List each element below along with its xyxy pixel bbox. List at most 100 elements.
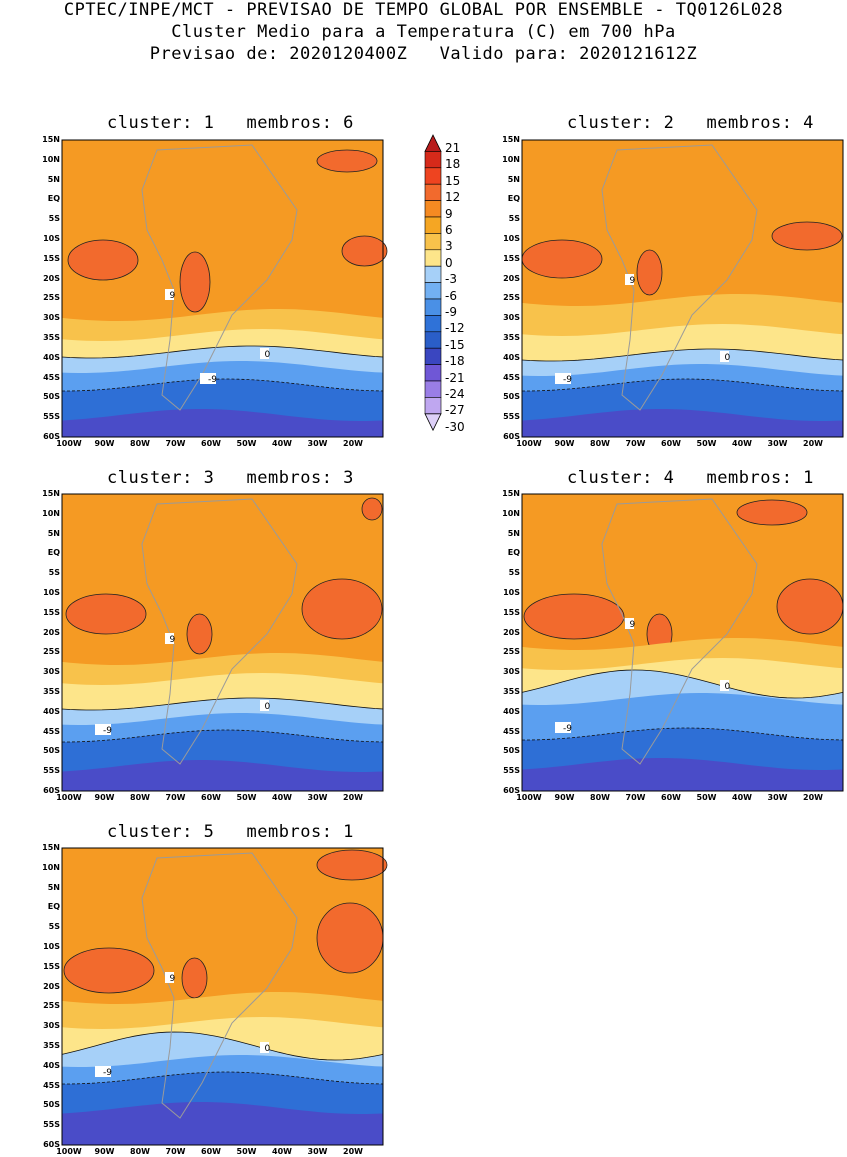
lon-label: 60W: [201, 1147, 221, 1156]
lat-label: 10S: [503, 234, 520, 243]
lon-label: 90W: [554, 793, 575, 802]
colorbar-label: -9: [445, 305, 457, 319]
map-panel-5: 9 0 -9: [61, 847, 388, 1146]
colorbar-label: -24: [445, 387, 465, 401]
lon-label: 100W: [56, 793, 82, 802]
lat-label: 30S: [43, 1021, 60, 1031]
lon-label: 50W: [696, 439, 717, 448]
lat-label: 45S: [503, 372, 520, 382]
colorbar-label: -15: [445, 337, 465, 352]
hot-region: [636, 249, 663, 296]
colorbar-bottom-arrow: [424, 413, 442, 432]
lat-label: 30S: [503, 667, 520, 677]
contour-label: -9: [95, 724, 112, 736]
contour-label: 9: [625, 274, 636, 286]
lat-label: 35S: [43, 687, 60, 696]
colorbar-label: 0: [445, 255, 453, 270]
colorbar-swatch: [424, 249, 442, 267]
panel-title-2: cluster: 2 membros: 4: [567, 113, 814, 133]
cold-band-4: [522, 409, 843, 437]
continent-outline: [601, 144, 758, 411]
colorbar-top-arrow: [424, 134, 442, 152]
colorbar-swatch: [424, 364, 442, 382]
svg-text:-9: -9: [208, 375, 217, 385]
svg-text:0: 0: [725, 353, 731, 363]
lat-label: 15N: [42, 489, 60, 498]
lat-label: 40S: [43, 1060, 60, 1070]
hot-region: [67, 239, 139, 281]
contour-label: 9: [165, 633, 176, 645]
colorbar-label: 18: [445, 157, 461, 172]
lat-label: 20S: [43, 981, 60, 991]
lat-label: 45S: [43, 726, 60, 736]
hot-region: [523, 593, 625, 640]
contour-label: -9: [555, 722, 572, 734]
contour-label: 0: [260, 348, 271, 360]
hot-region: [776, 578, 844, 635]
cold-band-4: [62, 1102, 383, 1145]
colorbar-label: 21: [445, 141, 461, 155]
lon-label: 80W: [590, 439, 610, 448]
lat-label: 5S: [48, 214, 60, 224]
continent-outline: [141, 852, 298, 1119]
contour-minus-nine: [62, 378, 384, 392]
hot-region: [316, 149, 378, 173]
hot-region: [301, 578, 383, 640]
contour-zero: [521, 669, 844, 699]
lat-label: 20S: [503, 273, 520, 283]
lon-label: 60W: [201, 793, 221, 802]
map-panel-2: 9 0 -9: [521, 139, 844, 438]
lat-label: 10N: [42, 862, 60, 872]
lat-label: 10S: [43, 588, 60, 597]
colorbar-label: 3: [445, 239, 453, 254]
contour-zero: [521, 348, 844, 362]
colorbar-label: 6: [445, 223, 453, 237]
lat-label: 60S: [43, 432, 60, 441]
lon-label: 50W: [236, 439, 257, 448]
svg-text:-9: -9: [103, 726, 112, 736]
svg-text:-9: -9: [563, 724, 572, 734]
contour-label: 0: [260, 700, 271, 712]
lat-label: 60S: [43, 786, 60, 795]
lon-label: 50W: [696, 793, 717, 802]
lon-label: 60W: [661, 439, 681, 448]
lat-label: 5S: [48, 922, 60, 932]
hot-region: [736, 499, 808, 526]
colorbar-swatch: [424, 315, 442, 333]
lon-label: 70W: [165, 439, 186, 448]
lat-label: 60S: [43, 1140, 60, 1149]
lon-label: 80W: [130, 1147, 150, 1156]
hot-region: [771, 221, 843, 251]
lat-label: 35S: [503, 687, 520, 696]
contour-zero: [61, 345, 384, 359]
lat-label: 25S: [503, 293, 520, 303]
panel-title-4: cluster: 4 membros: 1: [567, 468, 814, 488]
lon-label: 90W: [554, 439, 575, 448]
map-panel-3: 9 0 -9: [61, 493, 384, 792]
lat-label: 50S: [503, 392, 520, 402]
lon-label: 90W: [94, 793, 115, 802]
lat-label: 25S: [43, 1001, 60, 1011]
lat-label: 5N: [47, 174, 60, 184]
lat-label: 30S: [43, 313, 60, 323]
contour-label: -9: [555, 373, 572, 385]
lat-label: 10N: [42, 508, 60, 518]
colorbar-swatch: [424, 380, 442, 398]
svg-text:-9: -9: [103, 1068, 112, 1078]
lon-label: 20W: [803, 439, 823, 448]
lon-label: 90W: [94, 439, 115, 448]
colorbar-label: -12: [445, 321, 465, 336]
lat-label: 25S: [503, 647, 520, 657]
lat-label: 40S: [43, 706, 60, 716]
lat-label: 40S: [43, 352, 60, 362]
svg-text:9: 9: [170, 974, 176, 984]
lat-label: 60S: [503, 432, 520, 441]
colorbar-swatch: [424, 183, 442, 201]
map-frame: [521, 493, 844, 792]
lon-label: 70W: [165, 1147, 186, 1156]
lat-label: 60S: [503, 786, 520, 795]
lat-label: 45S: [43, 372, 60, 382]
contour-label: 9: [165, 972, 176, 984]
lat-label: 55S: [43, 766, 60, 776]
lon-label: 20W: [343, 793, 363, 802]
